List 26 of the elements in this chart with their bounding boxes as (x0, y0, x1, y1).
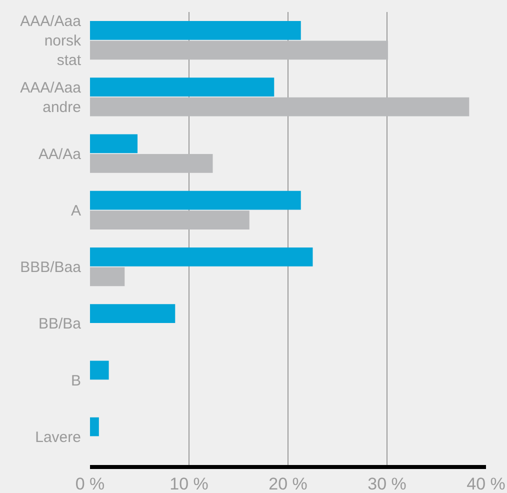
bar (90, 97, 470, 116)
x-tick-label: 30 % (368, 474, 406, 493)
y-tick-label: A (70, 202, 81, 220)
x-tick-label: 0 % (75, 474, 105, 493)
bar (90, 190, 301, 210)
y-tick-label: BBB/Baa (20, 259, 82, 276)
x-tick-label: 40 % (466, 474, 506, 493)
bar (90, 247, 313, 266)
x-tick-label: 10 % (170, 474, 208, 493)
bar (90, 360, 109, 380)
y-tick-label: AAA/Aaa norsk stat (20, 13, 82, 70)
bar (90, 210, 250, 230)
y-tick-label: AAA/Aaa andre (20, 79, 82, 116)
bar (90, 417, 99, 436)
bar (90, 40, 388, 60)
bar (90, 20, 301, 40)
bar (90, 304, 176, 323)
y-tick-label: Lavere (35, 428, 81, 446)
bar (90, 134, 138, 154)
y-tick-label: AA/Aa (38, 146, 82, 163)
bar (90, 267, 125, 286)
y-tick-label: B (70, 372, 81, 390)
x-tick-label: 20 % (268, 474, 308, 493)
bar (90, 78, 274, 96)
y-tick-label: BB/Ba (38, 316, 82, 333)
bar (90, 154, 213, 173)
